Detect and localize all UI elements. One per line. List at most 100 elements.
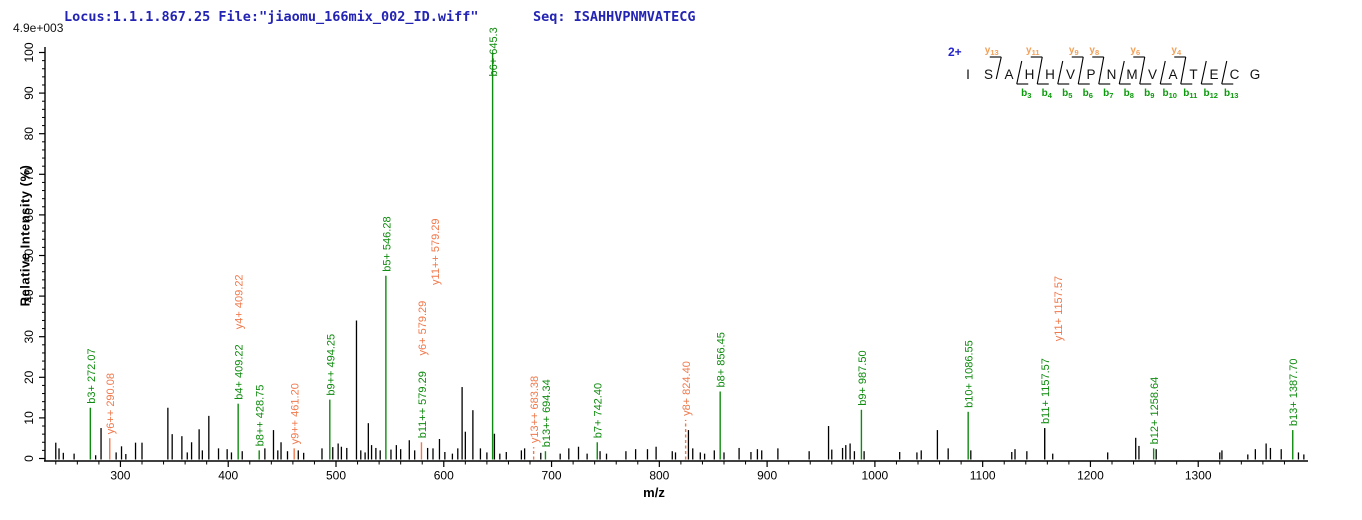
residue-letter: H bbox=[1025, 67, 1035, 82]
residue-letter: A bbox=[1168, 67, 1177, 82]
x-tick-label: 1000 bbox=[862, 469, 889, 483]
x-tick-label: 300 bbox=[110, 469, 130, 483]
residue-letter: V bbox=[1148, 67, 1157, 82]
ion-peak-label: b11++ 579.29 bbox=[417, 371, 429, 438]
header-locus-file: Locus:1.1.1.867.25 File:"jiaomu_166mix_0… bbox=[64, 9, 479, 25]
x-tick-label: 800 bbox=[649, 469, 669, 483]
residue-letter: H bbox=[1045, 67, 1055, 82]
x-tick-label: 1200 bbox=[1077, 469, 1104, 483]
ion-peak-label: b10+ 1086.55 bbox=[964, 340, 976, 408]
y-tick-label: 20 bbox=[22, 370, 36, 384]
ion-peak-label: b8+ 856.45 bbox=[716, 332, 728, 387]
cleavage-slash bbox=[1077, 56, 1084, 85]
ion-peak-label: b12+ 1258.64 bbox=[1149, 377, 1161, 445]
residue-letter: E bbox=[1209, 67, 1218, 82]
y-tick-label: 50 bbox=[22, 249, 36, 263]
ion-peak-label: y11++ 579.29 bbox=[430, 218, 442, 284]
residue-letter: N bbox=[1107, 67, 1117, 82]
b-ion-label: b12 bbox=[1204, 88, 1218, 100]
header-sequence: Seq: ISAHHVPNMVATECG bbox=[533, 9, 696, 25]
precursor-charge: 2+ bbox=[948, 45, 962, 59]
residue-letter: P bbox=[1086, 67, 1095, 82]
cleavage-slash bbox=[1221, 60, 1228, 85]
residue-letter: T bbox=[1189, 67, 1197, 82]
ion-peak-label: b7+ 742.40 bbox=[593, 383, 605, 438]
y-ion-label: y11 bbox=[1026, 45, 1040, 57]
y-tick-label: 10 bbox=[22, 411, 36, 425]
cleavage-slash bbox=[1057, 60, 1064, 85]
cleavage-slash bbox=[1098, 56, 1105, 85]
y-tick-label: 60 bbox=[22, 208, 36, 222]
y-tick-label: 80 bbox=[22, 127, 36, 141]
ion-peak-label: y4+ 409.22 bbox=[234, 274, 246, 329]
y-tick-label: 0 bbox=[22, 455, 36, 462]
b-ion-label: b3 bbox=[1021, 88, 1031, 100]
x-axis-ticks: 300 400 500 600 700 800 900 1000 1100 1200 1300 bbox=[55, 461, 1285, 483]
cleavage-slash bbox=[1180, 56, 1187, 85]
b-ion-label: b11 bbox=[1183, 88, 1197, 100]
x-tick-label: 600 bbox=[434, 469, 454, 483]
ion-peak-label: b8++ 428.75 bbox=[255, 385, 267, 447]
y-tick-label: 70 bbox=[22, 167, 36, 181]
cleavage-slash bbox=[1118, 60, 1125, 85]
ion-peak-label: y13++ 683.38 bbox=[529, 376, 541, 443]
ion-annotated-peaks: b3+ 272.07 y6++ 290.08 b4+ 409.22 y4+ 409.2… bbox=[86, 27, 1300, 460]
x-tick-label: 900 bbox=[757, 469, 777, 483]
y-tick-label: 100 bbox=[22, 42, 36, 62]
y-ion-label: y8 bbox=[1089, 45, 1099, 57]
b-ion-label: b10 bbox=[1163, 88, 1177, 100]
unlabeled-peaks bbox=[55, 320, 1305, 460]
y-tick-label: 40 bbox=[22, 289, 36, 303]
ion-peak-label: b9+ 987.50 bbox=[857, 350, 869, 405]
b-ion-label: b13 bbox=[1224, 88, 1238, 100]
residue-letter: G bbox=[1250, 67, 1261, 82]
cleavage-slash bbox=[1159, 60, 1166, 85]
base-peak-intensity: 4.9e+003 bbox=[13, 21, 64, 35]
y-ion-label: y6 bbox=[1130, 45, 1140, 57]
b-ion-label: b7 bbox=[1103, 88, 1113, 100]
cleavage-slash bbox=[1016, 60, 1023, 85]
b-ion-label: b6 bbox=[1083, 88, 1093, 100]
b-ion-label: b9 bbox=[1144, 88, 1154, 100]
b-ion-label: b5 bbox=[1062, 88, 1072, 100]
ion-peak-label: b4+ 409.22 bbox=[234, 344, 246, 399]
cleavage-slash bbox=[995, 56, 1002, 80]
residue-letter: M bbox=[1126, 67, 1137, 82]
ion-peak-label: y8+ 824.40 bbox=[681, 361, 693, 416]
y-tick-label: 90 bbox=[22, 86, 36, 100]
b-ion-label: b4 bbox=[1042, 88, 1053, 100]
ion-peak-label: y9++ 461.20 bbox=[290, 383, 302, 444]
x-tick-label: 400 bbox=[218, 469, 238, 483]
residue-letter: C bbox=[1230, 67, 1240, 82]
ion-peak-label: b3+ 272.07 bbox=[86, 348, 98, 403]
ion-peak-label: b13++ 694.34 bbox=[541, 379, 553, 447]
ion-peak-label: y11+ 1157.57 bbox=[1053, 276, 1065, 341]
ion-peak-label: y6++ 290.08 bbox=[105, 373, 117, 434]
ion-peak-label: b11+ 1157.57 bbox=[1040, 358, 1052, 424]
cleavage-slash bbox=[1200, 60, 1207, 85]
ion-peak-label: y6+ 579.29 bbox=[417, 301, 429, 356]
x-tick-label: 500 bbox=[326, 469, 346, 483]
x-tick-label: 1100 bbox=[970, 469, 996, 483]
ion-peak-label: b13+ 1387.70 bbox=[1288, 358, 1300, 426]
x-tick-label: 1300 bbox=[1185, 469, 1212, 483]
residue-letter: V bbox=[1066, 67, 1075, 82]
cleavage-slash bbox=[1036, 56, 1043, 85]
ion-peak-label: b6+ 645.3 bbox=[488, 27, 500, 76]
x-tick-label: 700 bbox=[542, 469, 562, 483]
residue-letter: S bbox=[984, 67, 993, 82]
ion-peak-label: b5+ 546.28 bbox=[381, 216, 393, 271]
y-axis-ticks: 0 10 20 30 40 50 60 70 80 90 100 bbox=[22, 42, 45, 462]
axes bbox=[44, 47, 1308, 462]
residue-letter: A bbox=[1004, 67, 1013, 82]
b-ion-label: b8 bbox=[1124, 88, 1134, 100]
x-axis-title: m/z bbox=[643, 485, 665, 500]
residue-letter: I bbox=[966, 67, 970, 82]
cleavage-slash bbox=[1139, 56, 1146, 85]
y-tick-label: 30 bbox=[22, 330, 36, 344]
y-ion-label: y9 bbox=[1069, 45, 1079, 57]
y-ion-label: y13 bbox=[985, 45, 999, 57]
